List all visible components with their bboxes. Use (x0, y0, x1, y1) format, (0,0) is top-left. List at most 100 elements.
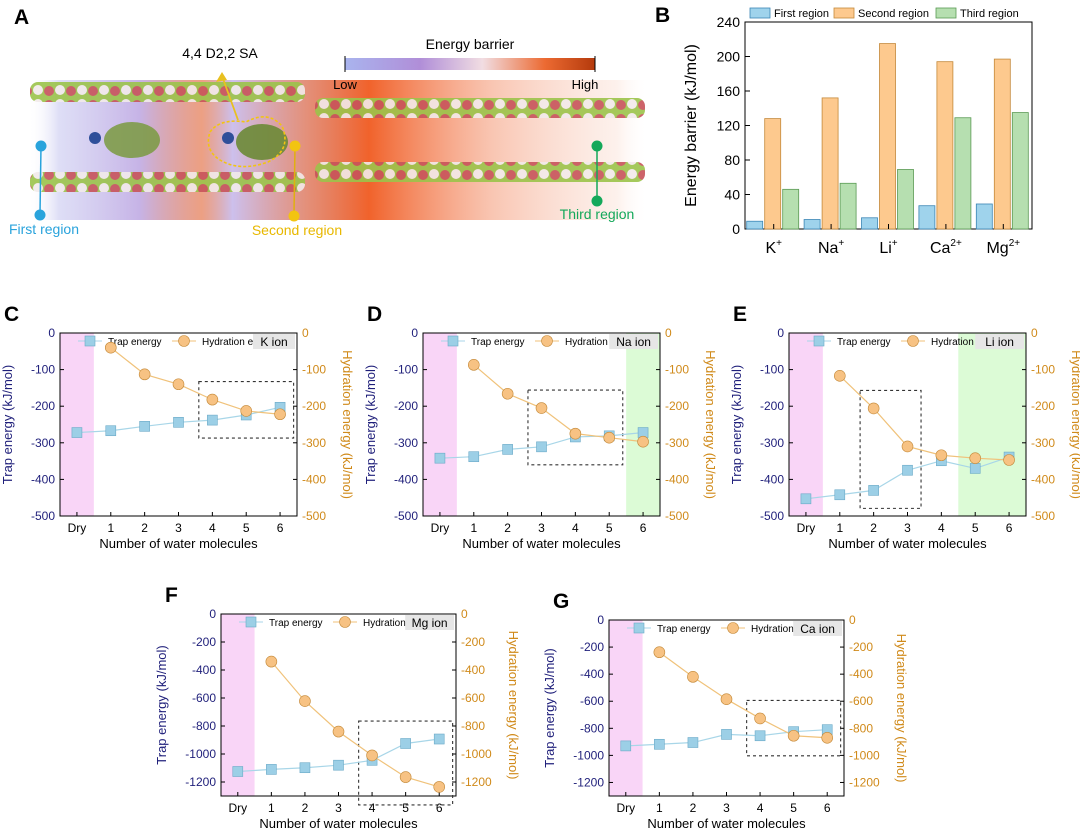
dry-band (60, 333, 94, 516)
legend-label: Hydration energy (931, 337, 1007, 348)
region-marker-first: First region (9, 140, 79, 237)
panel-b-bar-chart: B First region Second region Third region 0 4… (655, 4, 1033, 257)
trap-energy-point (902, 464, 913, 476)
left-y-tick-label: -800 (192, 719, 216, 733)
x-tick-label: 5 (402, 801, 409, 815)
plot-frame (422, 332, 661, 517)
left-y-tick-label: -800 (580, 721, 604, 735)
panel-a: A 4,4 D2,2 SA Energy barrier Low High Fi… (9, 6, 648, 238)
right-y-tick-label: -600 (461, 691, 485, 705)
left-y-axis-label: Trap energy (kJ/mol) (542, 648, 557, 767)
hydration-energy-point (935, 449, 948, 462)
x-tick-label: 1 (268, 801, 275, 815)
x-tick-label: 3 (538, 521, 545, 535)
right-y-axis-label: Hydration energy (kJ/mol) (1069, 350, 1080, 499)
x-tick-label: 4 (757, 801, 764, 815)
site-pointer-arrow (221, 75, 239, 121)
trap-energy-point (536, 441, 547, 453)
ion-tag: Li ion (985, 335, 1014, 349)
hydration-energy-point (833, 370, 846, 382)
left-y-tick-label: -600 (580, 694, 604, 708)
ion-tag: Na ion (616, 335, 651, 349)
bar (954, 117, 972, 230)
hydration-energy-point (637, 435, 649, 448)
third-region-label: Third region (560, 206, 635, 222)
legend-label: Trap energy (269, 618, 323, 629)
left-y-tick-label: -200 (760, 399, 784, 413)
right-y-tick-label: -200 (461, 635, 485, 649)
dry-band (609, 620, 643, 796)
trap-energy-point (721, 729, 732, 740)
left-y-tick-label: -500 (394, 509, 418, 523)
panel-label-b: B (655, 4, 670, 27)
x-tick-label: 2 (870, 521, 877, 535)
right-y-tick-label: -1000 (461, 747, 492, 761)
hydration-energy-point (104, 341, 117, 354)
x-tick-label: 5 (606, 521, 613, 535)
legend-label: Trap energy (471, 337, 525, 348)
right-y-tick-label: -500 (1031, 509, 1055, 523)
highlight-box (746, 699, 842, 757)
highlight-box (859, 389, 922, 509)
legend-label: Trap energy (657, 624, 711, 635)
y-tick-label: 0 (732, 221, 740, 237)
left-y-tick-label: -200 (192, 635, 216, 649)
second-region-label: Second region (252, 222, 342, 238)
membrane-structure-illustration (30, 82, 645, 192)
right-y-tick-label: -100 (302, 363, 326, 377)
hydration-energy-point (501, 387, 514, 400)
right-y-axis-label: Hydration energy (kJ/mol) (340, 350, 355, 499)
hydration-energy-point (535, 402, 548, 414)
left-y-tick-label: -500 (31, 509, 55, 523)
trap-energy-point (105, 425, 117, 437)
left-y-axis-label: Trap energy (kJ/mol) (729, 365, 744, 484)
x-tick-label: Dry (431, 521, 450, 535)
trap-energy-point (687, 737, 699, 748)
right-y-tick-label: -1200 (849, 775, 880, 789)
legend-label: Hydration energy (751, 624, 827, 635)
left-y-axis-label: Trap energy (kJ/mol) (154, 645, 169, 764)
bar (803, 219, 821, 230)
right-y-tick-label: 0 (302, 326, 309, 340)
hydration-energy-line (110, 347, 281, 415)
x-tick-label: 2 (504, 521, 511, 535)
ion-tag: Ca ion (800, 622, 835, 636)
trap-energy-point (333, 759, 344, 771)
hydration-energy-point (399, 771, 412, 783)
trap-energy-point (207, 414, 218, 426)
hydration-energy-point (172, 378, 185, 391)
legend-trap-marker (447, 335, 459, 347)
x-tick-label: 6 (824, 801, 831, 815)
left-y-tick-label: -100 (31, 363, 55, 377)
legend-hydration-marker (178, 335, 190, 347)
legend-hydration-marker (339, 616, 351, 628)
x-tick-label: Li+ (879, 238, 897, 257)
bar (897, 169, 914, 230)
left-y-tick-label: 0 (597, 613, 604, 627)
x-tick-label: 3 (175, 521, 182, 535)
right-y-tick-label: 0 (461, 607, 468, 621)
colorbar-high-label: High (572, 77, 599, 92)
x-axis-label: Number of water molecules (259, 816, 418, 831)
trap-energy-point (868, 485, 879, 496)
panel-label-d: D (367, 303, 382, 326)
bar (746, 220, 764, 230)
y-tick-label: 80 (724, 152, 740, 168)
left-y-tick-label: -400 (192, 663, 216, 677)
left-y-tick-label: -1000 (185, 747, 216, 761)
left-y-axis-label: Trap energy (kJ/mol) (363, 365, 378, 484)
x-tick-label: Ca2+ (930, 238, 962, 257)
x-tick-label: 1 (470, 521, 477, 535)
right-y-tick-label: -800 (849, 721, 873, 735)
left-y-tick-label: -200 (580, 640, 604, 654)
trap-energy-point (266, 764, 277, 775)
x-tick-label: 6 (1006, 521, 1013, 535)
hydration-energy-point (867, 402, 880, 415)
panel-label-a: A (14, 6, 29, 29)
hydration-energy-point (720, 693, 733, 706)
left-y-tick-label: -400 (760, 472, 784, 486)
x-tick-label: 3 (904, 521, 911, 535)
